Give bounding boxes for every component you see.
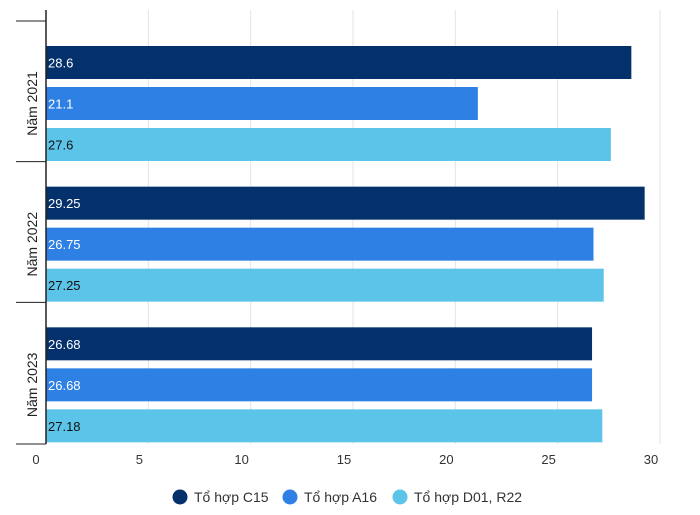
- legend-label: Tổ hợp D01, R22: [414, 489, 522, 505]
- bar-value-label: 28.6: [48, 56, 73, 71]
- category-label: Năm 2021: [24, 71, 40, 136]
- bar: [46, 268, 604, 302]
- bar-value-label: 21.1: [48, 97, 73, 112]
- x-tick-label: 15: [337, 452, 351, 467]
- bar-value-label: 26.68: [48, 337, 81, 352]
- bar-value-label: 29.25: [48, 196, 81, 211]
- x-tick-label: 30: [644, 452, 658, 467]
- bar: [46, 87, 478, 120]
- legend-marker: [392, 489, 408, 505]
- bar-value-label: 27.25: [48, 278, 81, 293]
- bar: [46, 327, 593, 361]
- x-tick-label: 5: [136, 452, 143, 467]
- category-label: Năm 2022: [24, 212, 40, 277]
- bar-value-label: 26.68: [48, 378, 81, 393]
- x-tick-label: 25: [541, 452, 555, 467]
- axes: [16, 10, 47, 445]
- legend-marker: [172, 489, 188, 505]
- bar: [46, 186, 645, 220]
- bar: [46, 128, 611, 161]
- legend: Tổ hợp C15 Tổ hợp A16 Tổ hợp D01, R22: [172, 489, 522, 505]
- bar-value-label: 27.18: [48, 419, 81, 434]
- bar: [46, 409, 603, 443]
- category-label: Năm 2023: [24, 352, 40, 417]
- bar-value-label: 26.75: [48, 237, 81, 252]
- legend-label: Tổ hợp A16: [304, 489, 377, 505]
- bar: [46, 368, 593, 402]
- x-tick-label: 0: [32, 452, 39, 467]
- bars: 28.6 21.1 27.6 29.25 26.75 27.25 26.68 26.68 27.…: [46, 46, 645, 443]
- category-labels: Năm 2021 Năm 2022 Năm 2023: [24, 71, 40, 417]
- bar-value-label: 27.6: [48, 138, 73, 153]
- legend-marker: [282, 489, 298, 505]
- x-tick-label: 20: [439, 452, 453, 467]
- bar: [46, 227, 594, 261]
- bar: [46, 46, 632, 79]
- x-tick-label: 10: [234, 452, 248, 467]
- legend-label: Tổ hợp C15: [194, 489, 269, 505]
- x-tick-labels: 0 5 10 15 20 25 30: [32, 452, 658, 467]
